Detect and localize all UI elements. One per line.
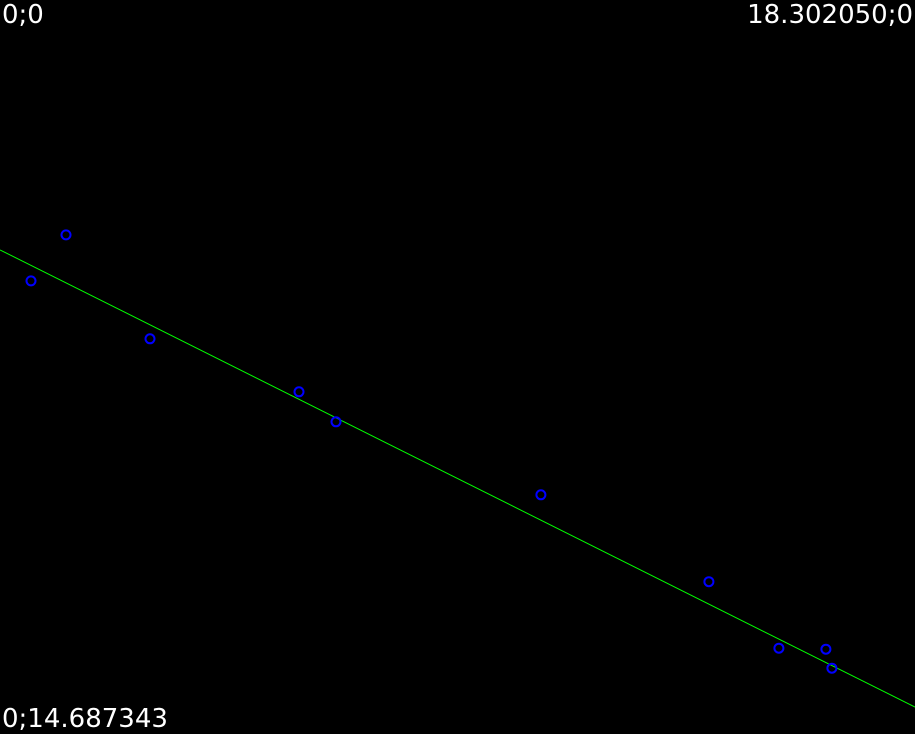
corner-label-top-left: 0;0 [2, 0, 44, 30]
data-point [144, 333, 156, 345]
data-point [773, 642, 785, 654]
fit-line [0, 249, 915, 708]
data-point [535, 489, 547, 501]
data-point [60, 229, 72, 241]
data-point [826, 662, 838, 674]
corner-label-top-right: 18.302050;0 [747, 0, 913, 30]
data-points-layer [25, 229, 838, 674]
data-point [703, 576, 715, 588]
data-point [330, 416, 342, 428]
corner-label-bottom-left: 0;14.687343 [2, 704, 168, 734]
data-point [820, 643, 832, 655]
data-point [293, 386, 305, 398]
fit-line-layer [0, 249, 915, 708]
data-point [25, 275, 37, 287]
